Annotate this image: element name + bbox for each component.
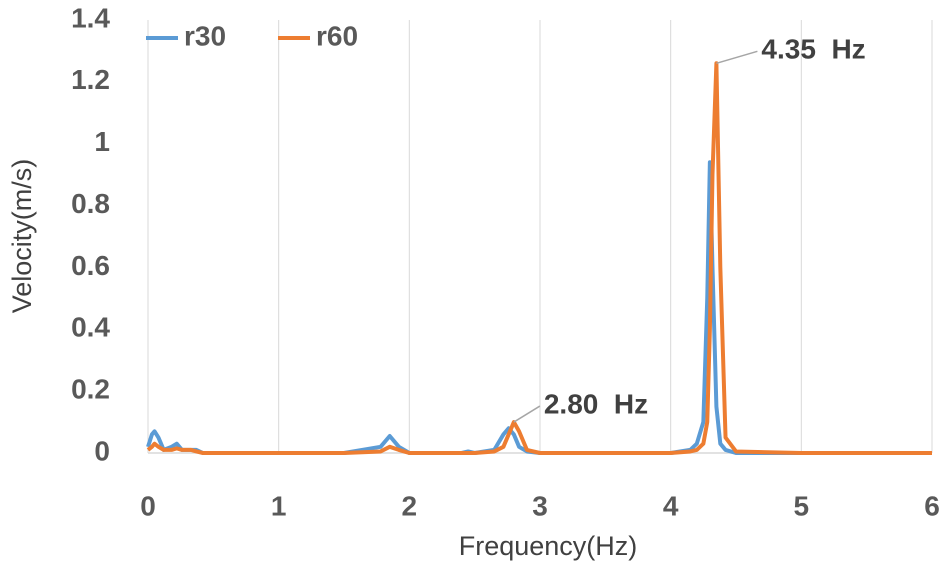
annotation-leader <box>513 405 541 423</box>
y-tick-label: 1.2 <box>71 64 110 95</box>
y-tick-label: 0.4 <box>71 312 110 343</box>
y-tick-label: 0.6 <box>71 250 110 281</box>
x-tick-label: 1 <box>271 490 287 521</box>
annotation: 2.80 Hz <box>544 388 648 419</box>
x-tick-label: 0 <box>140 490 156 521</box>
y-tick-label: 1 <box>94 126 110 157</box>
annotation-leader <box>716 50 758 65</box>
y-tick-label: 0.2 <box>71 374 110 405</box>
legend-label: r60 <box>316 20 358 51</box>
x-tick-label: 3 <box>532 490 548 521</box>
y-axis-label: Velocity(m/s) <box>7 159 37 314</box>
x-tick-label: 2 <box>402 490 418 521</box>
y-tick-label: 1.4 <box>71 2 110 33</box>
y-tick-label: 0.8 <box>71 188 110 219</box>
x-tick-label: 5 <box>794 490 810 521</box>
y-tick-label: 0 <box>94 435 110 466</box>
legend-label: r30 <box>184 20 226 51</box>
x-axis-label: Frequency(Hz) <box>459 531 638 561</box>
annotation: 4.35 Hz <box>761 34 865 65</box>
x-tick-label: 4 <box>663 490 679 521</box>
x-tick-label: 6 <box>924 490 940 521</box>
series-line <box>146 61 932 455</box>
